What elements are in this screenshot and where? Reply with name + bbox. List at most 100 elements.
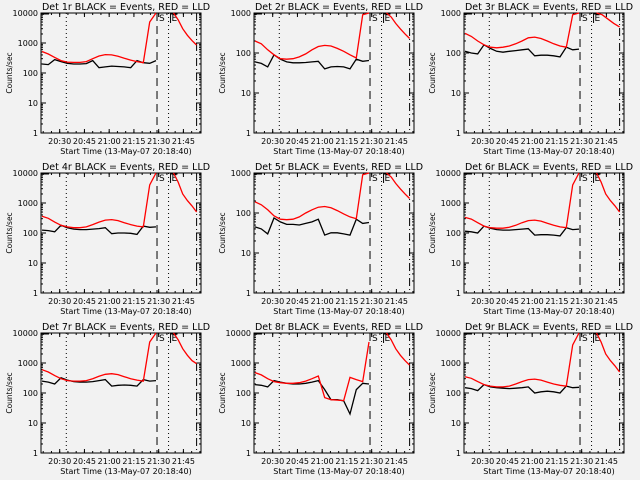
x-tick-label: 21:45	[595, 457, 618, 466]
panel-det-6: Det 6r BLACK = Events, RED = LLD 1 10 100 10…	[428, 162, 633, 316]
y-tick-label: 100	[236, 49, 251, 58]
series-lld-line	[464, 12, 580, 49]
series-events-line	[254, 379, 370, 416]
bracket-start	[463, 173, 472, 183]
x-axis-label: Start Time (13-May-07 20:18:40)	[483, 467, 614, 476]
x-axis-label: Start Time (13-May-07 20:18:40)	[273, 307, 404, 316]
x-axis-label: Start Time (13-May-07 20:18:40)	[60, 147, 191, 156]
x-tick-label: 20:30	[261, 297, 284, 306]
y-tick-label: 10	[28, 419, 38, 428]
x-tick-label: 21:45	[595, 297, 618, 306]
y-tick-label: 10000	[13, 169, 38, 178]
x-tick-label: 21:00	[98, 297, 121, 306]
marker-e: E	[595, 334, 601, 344]
x-tick-label: 21:30	[570, 457, 593, 466]
x-axis-label: Start Time (13-May-07 20:18:40)	[273, 467, 404, 476]
y-axis-label: Counts/sec	[428, 52, 437, 93]
series-lld-line	[41, 172, 157, 229]
x-tick-label: 21:45	[172, 457, 195, 466]
y-tick-label: 1000	[18, 359, 38, 368]
y-tick-label: 1000	[18, 199, 38, 208]
x-tick-label: 21:15	[545, 457, 568, 466]
x-tick-label: 21:15	[335, 137, 358, 146]
marker-e: E	[385, 14, 391, 24]
x-tick-label: 21:00	[311, 137, 334, 146]
y-tick-label: 100	[446, 49, 461, 58]
marker-s: S	[159, 174, 165, 184]
y-tick-label: 1000	[231, 359, 251, 368]
panel-title: Det 7r BLACK = Events, RED = LLD	[42, 322, 210, 333]
marker-e: E	[385, 334, 391, 344]
x-tick-label: 20:30	[471, 137, 494, 146]
bracket-e	[170, 13, 178, 23]
x-tick-label: 20:30	[48, 137, 71, 146]
x-tick-label: 20:45	[73, 457, 96, 466]
y-tick-label: 100	[446, 389, 461, 398]
series-lld-line	[464, 172, 580, 229]
series-events-line	[41, 58, 157, 69]
series-lld-line	[596, 12, 620, 28]
y-tick-label: 1000	[441, 359, 461, 368]
x-tick-label: 20:45	[286, 137, 309, 146]
panel-det-5: Det 5r BLACK = Events, RED = LLD 1 10 100 10…	[218, 162, 423, 316]
x-tick-label: 21:15	[122, 137, 145, 146]
x-tick-label: 21:00	[311, 457, 334, 466]
marker-e: E	[172, 14, 178, 24]
marker-s: S	[159, 14, 165, 24]
series-lld-line	[41, 12, 157, 64]
series-lld-line	[172, 12, 198, 46]
y-axis-label: Counts/sec	[218, 372, 227, 413]
y-axis-label: Counts/sec	[218, 212, 227, 253]
marker-s: S	[372, 174, 378, 184]
y-tick-label: 100	[23, 389, 38, 398]
x-tick-label: 21:15	[545, 297, 568, 306]
y-tick-label: 10	[28, 259, 38, 268]
y-tick-label: 1	[246, 289, 251, 298]
bracket-e	[170, 333, 178, 343]
marker-s: S	[159, 334, 165, 344]
panel-title: Det 6r BLACK = Events, RED = LLD	[465, 162, 633, 173]
series-events-line	[254, 53, 370, 70]
series-lld-line	[254, 172, 370, 221]
x-tick-label: 20:45	[496, 457, 519, 466]
x-tick-label: 21:30	[360, 297, 383, 306]
y-axis-label: Counts/sec	[218, 52, 227, 93]
marker-s: S	[582, 174, 588, 184]
marker-e: E	[172, 334, 178, 344]
x-tick-label: 20:30	[261, 137, 284, 146]
panel-det-3: Det 3r BLACK = Events, RED = LLD 1 10 100 10…	[428, 2, 633, 156]
series-lld-line	[172, 332, 197, 365]
series-lld-line	[254, 12, 370, 60]
x-tick-label: 21:45	[595, 137, 618, 146]
x-tick-label: 21:45	[172, 297, 195, 306]
panel-det-9: Det 9r BLACK = Events, RED = LLD 1 10 100 10…	[428, 322, 633, 476]
plot-frame	[253, 332, 415, 454]
y-tick-label: 1	[33, 129, 38, 138]
bracket-e	[170, 173, 178, 183]
x-tick-label: 20:30	[48, 457, 71, 466]
x-tick-label: 21:15	[545, 137, 568, 146]
x-tick-label: 21:45	[385, 457, 408, 466]
x-tick-label: 21:15	[335, 457, 358, 466]
y-tick-label: 1	[33, 449, 38, 458]
series-lld-line	[254, 341, 370, 402]
y-axis-label: Counts/sec	[5, 212, 14, 253]
x-tick-label: 21:30	[147, 137, 170, 146]
series-lld-line	[386, 12, 411, 39]
y-tick-label: 10000	[436, 329, 461, 338]
x-tick-label: 20:45	[286, 457, 309, 466]
x-tick-label: 21:30	[570, 137, 593, 146]
y-tick-label: 10	[451, 89, 461, 98]
y-tick-label: 1000	[231, 9, 251, 18]
y-axis-label: Counts/sec	[5, 52, 14, 93]
series-lld-line	[595, 172, 621, 213]
marker-e: E	[172, 174, 178, 184]
y-axis-label: Counts/sec	[428, 212, 437, 253]
panel-title: Det 2r BLACK = Events, RED = LLD	[255, 2, 423, 13]
y-tick-label: 10	[241, 419, 251, 428]
plot-frame	[463, 332, 625, 454]
x-tick-label: 20:30	[471, 457, 494, 466]
bracket-start	[253, 13, 262, 23]
x-tick-label: 21:00	[521, 137, 544, 146]
x-tick-label: 20:45	[73, 297, 96, 306]
